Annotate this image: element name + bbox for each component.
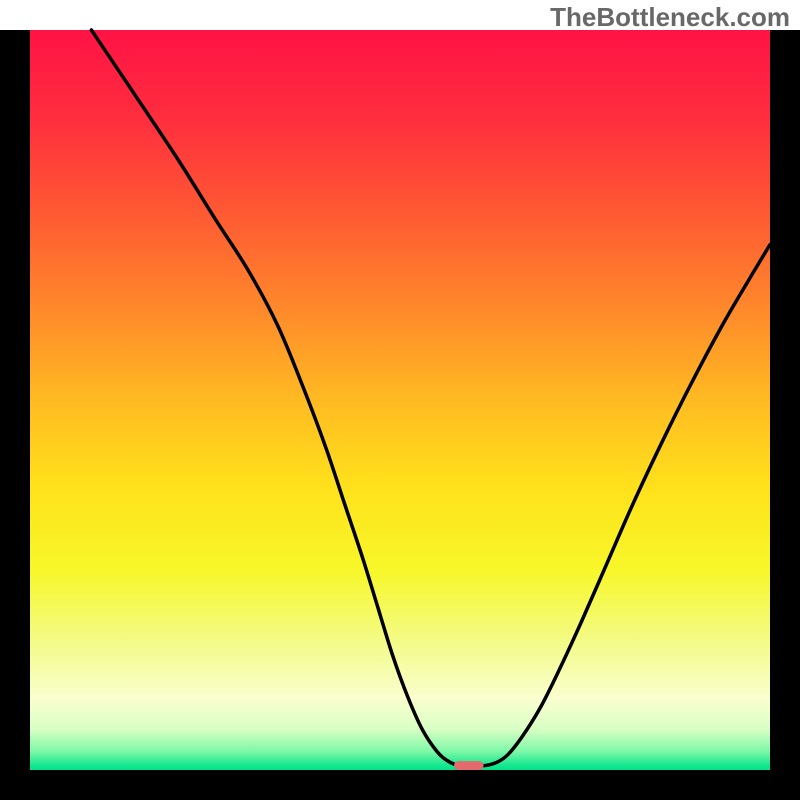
watermark-text: TheBottleneck.com: [550, 2, 790, 33]
chart-background: [30, 30, 770, 770]
chart-container: TheBottleneck.com: [0, 0, 800, 800]
optimal-marker: [454, 761, 484, 770]
bottleneck-chart: [0, 0, 800, 800]
